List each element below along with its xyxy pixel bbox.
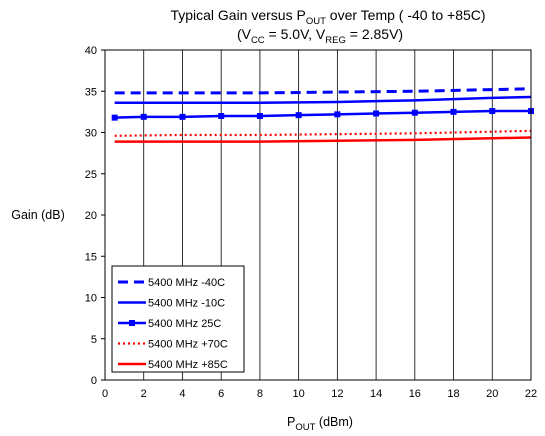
series-line-3	[114, 129, 532, 137]
x-tick-label: 22	[525, 388, 537, 400]
y-tick-label: 10	[85, 293, 97, 305]
x-tick-label: 12	[331, 388, 343, 400]
legend-box	[111, 265, 245, 373]
x-tick-label: 14	[370, 388, 382, 400]
data-point-marker	[450, 108, 457, 115]
x-tick-label: 4	[179, 388, 185, 400]
legend-entry-label: 5400 MHz -40C	[148, 277, 225, 289]
x-tick-label: 16	[409, 388, 421, 400]
data-point-marker	[295, 112, 302, 119]
legend-entry-label: 5400 MHz +85C	[148, 359, 228, 371]
y-tick-label: 0	[91, 375, 97, 387]
legend-entry-label: 5400 MHz -10C	[148, 298, 225, 310]
data-point-marker	[218, 113, 225, 119]
data-point-marker	[411, 109, 418, 116]
series-line-2	[114, 109, 531, 119]
plot-area-frame	[104, 49, 532, 381]
x-tick-label: 18	[447, 388, 459, 400]
y-tick-label: 15	[85, 251, 97, 263]
y-tick-label: 40	[85, 45, 97, 57]
data-point-marker	[179, 113, 186, 120]
series-line-4	[114, 136, 532, 143]
x-tick-label: 0	[102, 388, 108, 400]
y-axis-label: Gain (dB)	[11, 208, 65, 222]
grid-lines	[101, 49, 493, 381]
data-point-marker	[334, 111, 341, 118]
data-point-marker	[140, 113, 147, 120]
x-tick-label: 2	[141, 388, 147, 400]
x-tick-label: 6	[218, 388, 224, 400]
y-tick-label: 35	[85, 86, 97, 98]
legend-entry-label: 5400 MHz +70C	[148, 339, 228, 351]
chart-title: Typical Gain versus POUT over Temp ( -40…	[170, 7, 485, 27]
y-tick-label: 5	[91, 334, 97, 346]
chart-subtitle: (VCC = 5.0V, VREG = 2.85V)	[237, 26, 403, 46]
data-point-marker	[111, 114, 118, 121]
x-axis-label: POUT (dBm)	[287, 415, 353, 433]
x-tick-label: 10	[293, 388, 305, 400]
y-tick-label: 20	[85, 210, 97, 222]
series-line-1	[114, 95, 532, 105]
y-tick-label: 25	[85, 169, 97, 181]
x-tick-label: 8	[257, 388, 263, 400]
legend: 5400 MHz -40C 5400 MHz -10C 5400 MHz 25C 54…	[111, 265, 245, 373]
legend-marker	[129, 320, 135, 326]
series-line-0	[114, 87, 532, 95]
data-point-marker	[256, 113, 263, 119]
data-point-marker	[489, 108, 496, 115]
series-lines	[111, 87, 534, 143]
y-tick-label: 30	[85, 128, 97, 140]
data-point-marker	[373, 110, 380, 117]
tick-labels: 0 2 4 6 8 10 12 14 16 18 20 22 0 5 10 15 20 25 30 35 40	[85, 45, 537, 400]
legend-entry-label: 5400 MHz 25C	[148, 318, 221, 330]
x-tick-label: 20	[486, 388, 498, 400]
